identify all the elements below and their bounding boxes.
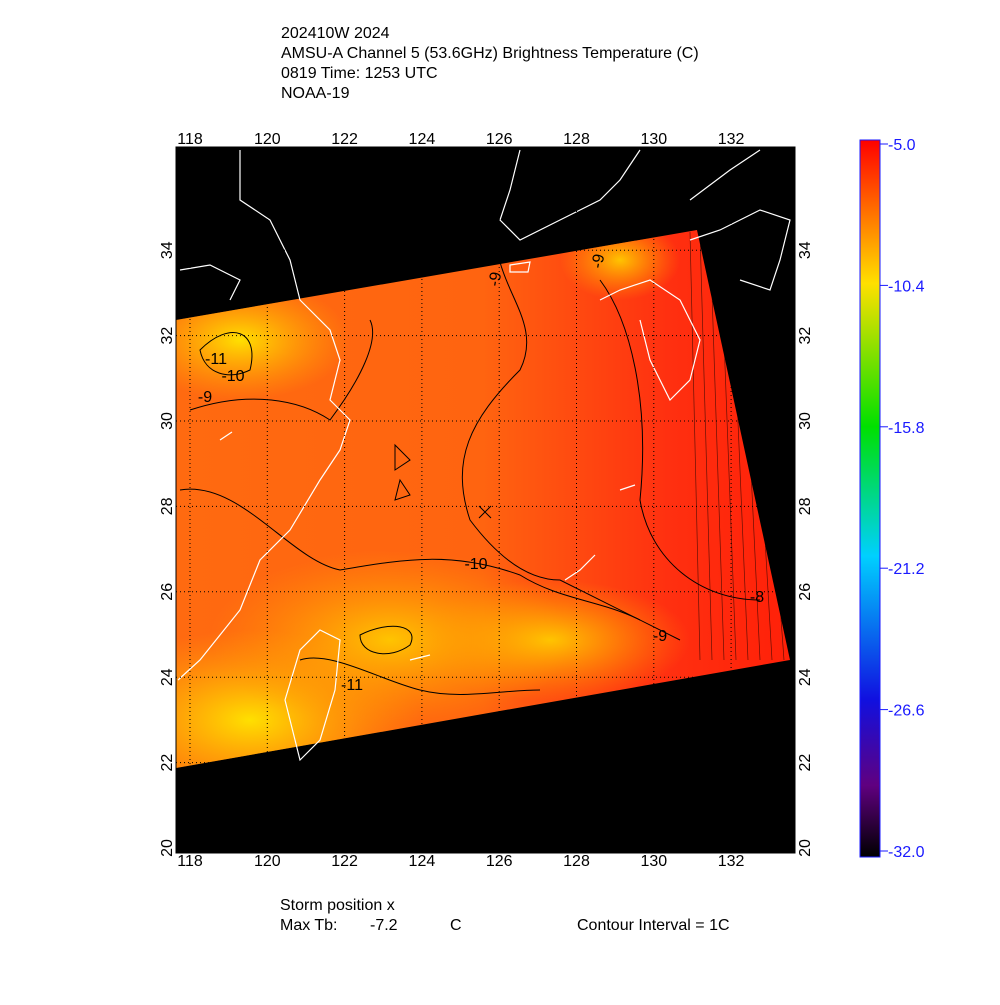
contour-label: -11 [341,677,363,694]
lon-label-top: 118 [177,131,203,148]
header: 202410W 2024 AMSU-A Channel 5 (53.6GHz) B… [281,25,699,102]
contour-label: -9 [486,271,505,288]
coastlines [177,149,791,762]
lon-label-top: 120 [254,131,281,148]
lat-label-left: 28 [159,497,176,515]
lat-label-left: 32 [159,327,176,345]
colorbar-scale [859,139,881,858]
contour-label: -11 [205,351,227,368]
contour-label: -10 [464,556,487,573]
lat-label-right: 32 [797,327,814,345]
lon-label-bottom: 118 [177,853,203,870]
max-tb-unit: C [450,917,462,934]
colorbar-label: -26.6 [888,703,925,720]
max-tb-label: Max Tb: [280,917,338,934]
contour-label: -9 [653,628,667,645]
contour-interval: Contour Interval = 1C [577,917,730,934]
lat-label-left: 30 [159,412,176,430]
graticule [176,147,795,853]
lat-label-right: 24 [797,668,814,686]
contour-label: -9 [589,253,608,270]
lon-label-top: 126 [486,131,513,148]
lat-label-left: 34 [159,241,176,259]
lon-label-bottom: 132 [718,853,745,870]
lon-label-bottom: 130 [640,853,667,870]
contour-label: -10 [221,368,244,385]
lat-label-left: 24 [159,668,176,686]
contour-label: -9 [198,389,212,406]
header-line: 0819 Time: 1253 UTC [281,65,438,82]
contour-label: -8 [750,589,764,606]
lon-label-top: 122 [331,131,358,148]
header-line: 202410W 2024 [281,25,390,42]
lat-label-right: 22 [797,754,814,772]
lat-label-right: 30 [797,412,814,430]
contour-labels: -9-11-10-9-9-10-11-9-8 [198,253,764,694]
colorbar: -5.0 -10.4 -15.8 -21.2 -26.6 -32.0 [859,137,925,861]
colorbar-label: -5.0 [888,137,916,154]
lat-label-right: 26 [797,583,814,601]
lon-label-top: 128 [563,131,590,148]
max-tb-value: -7.2 [370,917,398,934]
header-line: NOAA-19 [281,85,350,102]
colorbar-label: -21.2 [888,561,925,578]
storm-position-text: Storm position x [280,897,395,914]
lat-label-left: 26 [159,583,176,601]
lon-label-top: 130 [640,131,667,148]
lat-label-right: 20 [797,839,814,857]
lat-label-left: 20 [159,839,176,857]
lon-label-bottom: 126 [486,853,513,870]
map-axes: 118 118 120 120 122 122 124 124 126 126 128 128 130 1… [159,131,814,870]
header-line: AMSU-A Channel 5 (53.6GHz) Brightness Te… [281,45,699,62]
contours [179,261,761,695]
lon-label-bottom: 122 [331,853,358,870]
lat-label-right: 28 [797,497,814,515]
map-frame [175,146,796,854]
colorbar-label: -15.8 [888,420,925,437]
lat-label-left: 22 [159,754,176,772]
lat-label-right: 34 [797,241,814,259]
storm-position-marker [478,505,492,519]
lon-label-bottom: 128 [563,853,590,870]
lon-label-top: 124 [409,131,436,148]
colorbar-label: -10.4 [888,278,925,295]
lon-label-bottom: 124 [409,853,436,870]
lon-label-bottom: 120 [254,853,281,870]
colorbar-label: -32.0 [888,844,925,861]
lon-label-top: 132 [718,131,745,148]
